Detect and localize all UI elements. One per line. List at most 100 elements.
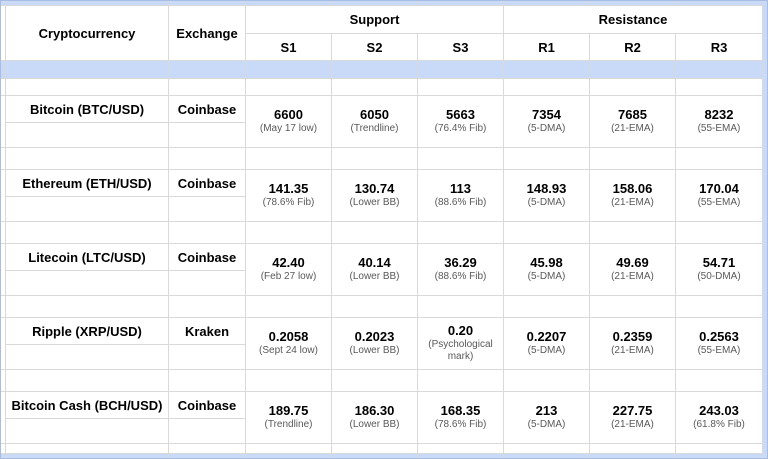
empty-cell[interactable] [6, 123, 169, 148]
cell-note: (21-EMA) [611, 418, 654, 430]
blue-band-row [1, 61, 762, 79]
cell-bitcoin-cash-s1[interactable]: 189.75 (Trendline) [246, 392, 332, 444]
cell-note: (55-EMA) [697, 122, 741, 134]
empty-cell[interactable] [169, 345, 246, 370]
cell-ripple-s2[interactable]: 0.2023 (Lower BB) [332, 318, 418, 370]
cell-value: 113 [450, 181, 471, 197]
header-resistance[interactable]: Resistance [504, 6, 762, 34]
crypto-name-bitcoin-cash[interactable]: Bitcoin Cash (BCH/USD) [6, 392, 169, 419]
cell-bitcoin-cash-s3[interactable]: 168.35 (78.6% Fib) [418, 392, 504, 444]
cell-bitcoin-cash-s2[interactable]: 186.30 (Lower BB) [332, 392, 418, 444]
cell-value: 170.04 [699, 181, 739, 197]
empty-row [1, 444, 762, 454]
empty-row [1, 79, 762, 96]
header-support[interactable]: Support [246, 6, 504, 34]
cell-value: 130.74 [354, 181, 395, 197]
cell-value: 54.71 [702, 255, 736, 271]
cell-ripple-r2[interactable]: 0.2359 (21-EMA) [590, 318, 676, 370]
empty-row [1, 296, 762, 318]
empty-cell[interactable] [169, 123, 246, 148]
filler [1, 96, 6, 148]
cell-bitcoin-s3[interactable]: 5663 (76.4% Fib) [418, 96, 504, 148]
empty-cell[interactable] [169, 271, 246, 296]
header-s2[interactable]: S2 [332, 34, 418, 61]
cell-note: (Lower BB) [349, 344, 400, 356]
exchange-bitcoin[interactable]: Coinbase [169, 96, 246, 123]
cell-value: 0.20 [447, 323, 474, 339]
cell-note: (Lower BB) [349, 418, 400, 430]
cell-litecoin-r3[interactable]: 54.71 (50-DMA) [676, 244, 762, 296]
cell-bitcoin-cash-r3[interactable]: 243.03 (61.8% Fib) [676, 392, 762, 444]
cell-bitcoin-s2[interactable]: 6050 (Trendline) [332, 96, 418, 148]
cell-value: 0.2359 [612, 329, 653, 345]
empty-cell[interactable] [6, 197, 169, 222]
empty-cell[interactable] [6, 345, 169, 370]
crypto-name-litecoin[interactable]: Litecoin (LTC/USD) [6, 244, 169, 271]
cell-litecoin-s2[interactable]: 40.14 (Lower BB) [332, 244, 418, 296]
cell-litecoin-r1[interactable]: 45.98 (5-DMA) [504, 244, 590, 296]
cell-note: (78.6% Fib) [434, 418, 487, 430]
cell-ripple-s3[interactable]: 0.20 (Psychological mark) [418, 318, 504, 370]
cell-ethereum-s1[interactable]: 141.35 (78.6% Fib) [246, 170, 332, 222]
crypto-name-ripple[interactable]: Ripple (XRP/USD) [6, 318, 169, 345]
cell-note: (Trendline) [264, 418, 313, 430]
cell-note: (61.8% Fib) [693, 418, 745, 430]
cell-value: 7685 [618, 107, 647, 123]
cell-ethereum-r1[interactable]: 148.93 (5-DMA) [504, 170, 590, 222]
cell-bitcoin-r1[interactable]: 7354 (5-DMA) [504, 96, 590, 148]
header-cryptocurrency[interactable]: Cryptocurrency [6, 6, 169, 61]
cell-value: 243.03 [699, 403, 739, 419]
empty-cell[interactable] [6, 419, 169, 444]
filler [1, 318, 6, 370]
empty-cell[interactable] [169, 197, 246, 222]
empty-cell[interactable] [169, 419, 246, 444]
exchange-ethereum[interactable]: Coinbase [169, 170, 246, 197]
cell-bitcoin-s1[interactable]: 6600 (May 17 low) [246, 96, 332, 148]
filler [1, 170, 6, 222]
cell-value: 227.75 [612, 403, 653, 419]
crypto-name-ethereum[interactable]: Ethereum (ETH/USD) [6, 170, 169, 197]
exchange-litecoin[interactable]: Coinbase [169, 244, 246, 271]
empty-cell[interactable] [6, 271, 169, 296]
exchange-bitcoin-cash[interactable]: Coinbase [169, 392, 246, 419]
cell-ripple-s1[interactable]: 0.2058 (Sept 24 low) [246, 318, 332, 370]
cell-note: (5-DMA) [527, 270, 566, 282]
header-exchange[interactable]: Exchange [169, 6, 246, 61]
cell-value: 36.29 [444, 255, 477, 271]
cell-ripple-r3[interactable]: 0.2563 (55-EMA) [676, 318, 762, 370]
cell-note: (5-DMA) [527, 196, 566, 208]
cell-ripple-r1[interactable]: 0.2207 (5-DMA) [504, 318, 590, 370]
cell-ethereum-r2[interactable]: 158.06 (21-EMA) [590, 170, 676, 222]
cell-note: (21-EMA) [611, 270, 654, 282]
header-r2[interactable]: R2 [590, 34, 676, 61]
cell-note: (5-DMA) [527, 122, 566, 134]
cell-ethereum-r3[interactable]: 170.04 (55-EMA) [676, 170, 762, 222]
cell-litecoin-s3[interactable]: 36.29 (88.6% Fib) [418, 244, 504, 296]
filler [1, 392, 6, 444]
header-s1[interactable]: S1 [246, 34, 332, 61]
cell-ethereum-s2[interactable]: 130.74 (Lower BB) [332, 170, 418, 222]
cell-bitcoin-cash-r1[interactable]: 213 (5-DMA) [504, 392, 590, 444]
cell-value: 0.2207 [526, 329, 567, 345]
cell-value: 0.2023 [354, 329, 395, 345]
cell-bitcoin-r3[interactable]: 8232 (55-EMA) [676, 96, 762, 148]
cell-bitcoin-r2[interactable]: 7685 (21-EMA) [590, 96, 676, 148]
header-r3[interactable]: R3 [676, 34, 762, 61]
exchange-ripple[interactable]: Kraken [169, 318, 246, 345]
header-s3[interactable]: S3 [418, 34, 504, 61]
cell-ethereum-s3[interactable]: 113 (88.6% Fib) [418, 170, 504, 222]
filler [1, 244, 6, 296]
top-blue-row [1, 1, 762, 6]
cell-litecoin-s1[interactable]: 42.40 (Feb 27 low) [246, 244, 332, 296]
cell-value: 40.14 [358, 255, 391, 271]
cell-value: 158.06 [612, 181, 653, 197]
cell-value: 213 [535, 403, 558, 419]
header-r1[interactable]: R1 [504, 34, 590, 61]
crypto-name-bitcoin[interactable]: Bitcoin (BTC/USD) [6, 96, 169, 123]
cell-note: (55-EMA) [697, 344, 741, 356]
cell-litecoin-r2[interactable]: 49.69 (21-EMA) [590, 244, 676, 296]
empty-row [1, 222, 762, 244]
cell-note: (88.6% Fib) [434, 270, 487, 282]
cell-bitcoin-cash-r2[interactable]: 227.75 (21-EMA) [590, 392, 676, 444]
cell-value: 45.98 [530, 255, 563, 271]
